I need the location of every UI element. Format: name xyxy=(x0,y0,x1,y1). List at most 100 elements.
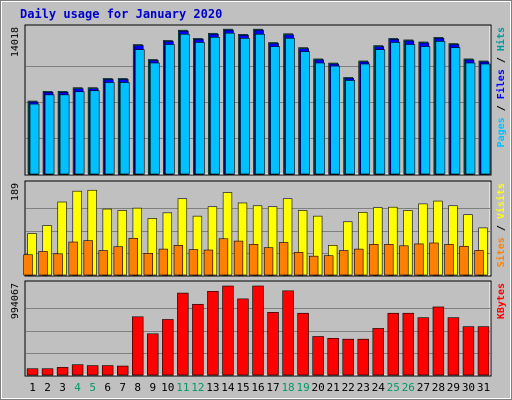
series-label-part: KBytes xyxy=(496,283,507,319)
x-tick-day-22: 22 xyxy=(342,381,355,394)
bar-kbytes-day-3 xyxy=(56,367,69,376)
x-tick-day-9: 9 xyxy=(149,381,156,394)
bar-pages-day-5 xyxy=(89,90,100,175)
x-tick-day-7: 7 xyxy=(119,381,126,394)
series-label-part: Hits xyxy=(495,27,507,51)
bar-pages-day-19 xyxy=(300,51,310,175)
bar-sites-day-20 xyxy=(309,255,319,276)
bar-sites-day-23 xyxy=(354,248,364,276)
bar-kbytes-day-21 xyxy=(327,337,339,376)
x-tick-day-23: 23 xyxy=(357,381,370,394)
panel-top-ymax-label: 14018 xyxy=(10,27,21,57)
bar-kbytes-day-1 xyxy=(26,368,39,376)
panel-middle: 189 Sites / Visits xyxy=(10,180,507,277)
bar-sites-day-8 xyxy=(128,237,138,276)
bar-pages-day-2 xyxy=(44,94,55,175)
bar-kbytes-day-14 xyxy=(222,285,234,376)
bar-sites-day-14 xyxy=(218,238,229,276)
bar-sites-day-5 xyxy=(83,240,93,276)
series-label-part: / xyxy=(496,51,507,69)
bar-sites-day-13 xyxy=(203,249,214,276)
bar-sites-day-11 xyxy=(173,245,184,276)
bar-pages-day-14 xyxy=(225,32,235,175)
bar-pages-day-22 xyxy=(345,80,356,175)
bar-sites-day-22 xyxy=(339,250,349,276)
bar-pages-day-3 xyxy=(59,94,70,175)
bar-kbytes-day-8 xyxy=(132,316,144,376)
series-label-part: Pages xyxy=(496,117,507,147)
bar-pages-day-10 xyxy=(164,44,175,175)
x-tick-day-16: 16 xyxy=(251,381,264,394)
bar-sites-day-27 xyxy=(414,243,424,276)
bar-kbytes-day-26 xyxy=(402,312,415,376)
chart-title: Daily usage for January 2020 xyxy=(20,7,222,21)
panel-top: 14018 Pages / Files / Hits xyxy=(10,24,507,176)
bar-pages-day-30 xyxy=(465,62,476,175)
bar-kbytes-day-28 xyxy=(432,306,445,376)
bar-pages-day-4 xyxy=(74,91,85,175)
chart-panels: 14018 Pages / Files / Hits 189 Sites / Visi… xyxy=(10,24,507,377)
panel-middle-ymax-label: 189 xyxy=(10,183,21,201)
series-label-part: Files xyxy=(495,69,507,99)
bar-sites-day-10 xyxy=(158,248,169,276)
bar-sites-day-7 xyxy=(113,246,123,276)
bar-sites-day-1 xyxy=(23,254,33,276)
x-tick-day-27: 27 xyxy=(417,381,430,394)
bar-sites-day-12 xyxy=(188,249,199,276)
x-tick-day-28: 28 xyxy=(432,381,445,394)
x-tick-day-6: 6 xyxy=(104,381,111,394)
bar-sites-day-15 xyxy=(233,240,244,276)
x-tick-day-4: 4 xyxy=(74,381,81,394)
bar-pages-day-17 xyxy=(270,46,280,175)
bar-pages-day-23 xyxy=(360,63,371,175)
x-tick-day-12: 12 xyxy=(191,381,204,394)
bar-sites-day-28 xyxy=(429,242,439,276)
bar-kbytes-day-2 xyxy=(41,368,54,376)
bar-kbytes-day-10 xyxy=(162,319,174,376)
bar-sites-day-21 xyxy=(324,255,334,276)
bar-kbytes-day-16 xyxy=(252,285,264,376)
x-tick-day-26: 26 xyxy=(402,381,415,394)
bar-pages-day-1 xyxy=(29,103,40,175)
bar-pages-day-20 xyxy=(315,62,325,175)
series-label-part: Sites xyxy=(495,237,507,267)
bar-sites-day-29 xyxy=(444,244,454,276)
x-tick-day-13: 13 xyxy=(206,381,219,394)
panel-bottom: 994067 KBytes xyxy=(10,280,507,377)
panel-bottom-series-label: KBytes xyxy=(496,283,507,319)
panel-middle-series-label: Sites / Visits xyxy=(495,183,507,267)
bar-pages-day-13 xyxy=(210,37,220,175)
x-tick-day-17: 17 xyxy=(266,381,279,394)
bar-sites-day-25 xyxy=(384,244,394,276)
x-tick-day-31: 31 xyxy=(477,381,490,394)
bar-sites-day-2 xyxy=(38,251,48,276)
bar-pages-day-7 xyxy=(119,82,130,175)
series-label-part: / xyxy=(496,219,507,237)
bar-pages-day-25 xyxy=(390,42,401,175)
x-tick-day-29: 29 xyxy=(447,381,460,394)
bar-kbytes-day-6 xyxy=(101,365,114,376)
bar-kbytes-day-11 xyxy=(177,292,189,376)
bar-pages-day-27 xyxy=(420,46,431,175)
bar-kbytes-day-15 xyxy=(237,298,249,376)
x-tick-day-24: 24 xyxy=(372,381,386,394)
panel-bottom-ymax-label: 994067 xyxy=(10,283,21,319)
x-tick-day-14: 14 xyxy=(221,381,235,394)
x-tick-day-2: 2 xyxy=(44,381,51,394)
bar-kbytes-day-19 xyxy=(297,312,309,376)
bar-pages-day-8 xyxy=(134,49,145,175)
bar-kbytes-day-7 xyxy=(116,365,129,376)
panel-top-series-label: Pages / Files / Hits xyxy=(495,27,507,147)
x-tick-day-8: 8 xyxy=(134,381,141,394)
x-tick-day-10: 10 xyxy=(161,381,174,394)
bar-pages-day-11 xyxy=(180,33,190,175)
x-tick-day-15: 15 xyxy=(236,381,249,394)
x-tick-day-19: 19 xyxy=(296,381,309,394)
bar-kbytes-day-4 xyxy=(71,364,84,376)
x-tick-day-30: 30 xyxy=(462,381,475,394)
x-axis-labels: 1 2 3 4 5 6 7 8 9 10 11 12 13 14 15 16 17 18 19 20 21 22 23 24 2… xyxy=(29,381,490,394)
bar-sites-day-16 xyxy=(248,244,259,276)
x-tick-day-11: 11 xyxy=(176,381,189,394)
